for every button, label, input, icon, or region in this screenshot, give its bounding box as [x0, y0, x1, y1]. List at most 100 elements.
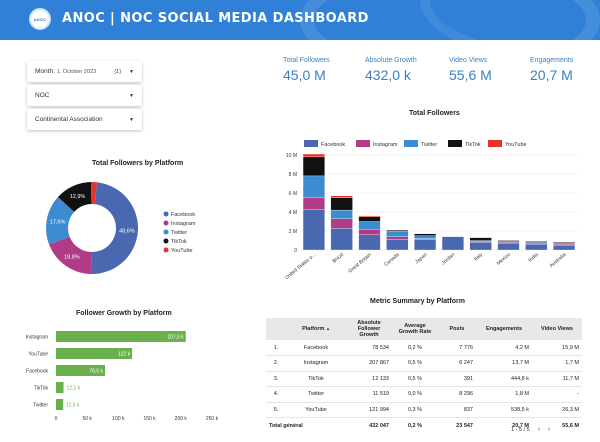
table-total-cell: 0,2 %: [407, 422, 423, 429]
legend-swatch-tiktok: [448, 140, 462, 147]
table-cell: 1,7 M: [532, 355, 582, 372]
table-cell: 2.: [266, 355, 286, 372]
bar-segment-tiktok: [553, 242, 576, 244]
month-filter[interactable]: Month: 1. October 2023 (1) ▼: [27, 61, 142, 82]
y-tick-label: 8 M: [289, 172, 297, 178]
x-tick-label: 200 k: [175, 416, 188, 422]
x-tick-label: 150 k: [143, 416, 156, 422]
y-tick-label: 0: [294, 248, 297, 254]
donut-slice-label: 18,8%: [64, 255, 80, 261]
legend-swatch-twitter: [404, 140, 418, 147]
table-row: 1. Facebook 78 534 0,2 % 7 776 4,2 M 15,9 M: [266, 340, 582, 356]
noc-filter[interactable]: NOC ▼: [27, 85, 142, 106]
table-cell: 11 519: [346, 386, 392, 403]
x-tick-label: 100 k: [112, 416, 125, 422]
bar-segment-facebook: [358, 234, 381, 251]
bar-segment-facebook: [414, 239, 437, 251]
kpi-label: Absolute Growth: [365, 57, 417, 64]
column-header-index: [266, 318, 286, 340]
column-header-absolute-growth[interactable]: Absolute Follower Growth: [346, 318, 392, 340]
legend-swatch-youtube: [488, 140, 502, 147]
kpi-total-followers: Total Followers 45,0 M: [283, 57, 330, 83]
table-cell: 4,2 M: [476, 340, 532, 356]
table-cell: 837: [438, 402, 476, 418]
table-cell: 0,2 %: [392, 340, 438, 356]
bar-segment-tiktok: [414, 233, 437, 236]
bar-segment-tiktok: [525, 241, 548, 243]
bar-segment-facebook: [553, 245, 576, 251]
table-cell: 6 247: [438, 355, 476, 372]
table-total-cell: 20,7 M: [512, 422, 529, 429]
x-tick-label: Great Britain: [347, 252, 373, 275]
followers-by-platform-donut: 48,6% 18,8% 17,6% 12,9% Facebook Instagram Twi…: [45, 182, 196, 274]
table-cell: 26,3 M: [532, 402, 582, 418]
table-total-cell: 55,6 M: [562, 422, 579, 429]
x-tick-label: Canada: [383, 252, 400, 268]
table-header-row: Platform ▲ Absolute Follower Growth Aver…: [266, 318, 582, 340]
table-cell: 207 867: [346, 355, 392, 372]
legend-label-youtube: YouTube: [505, 142, 527, 148]
header-decoration: [420, 0, 600, 40]
y-category-label: TikTok: [34, 386, 49, 392]
continental-filter-label: Continental Association: [35, 116, 103, 123]
table-total-row: Total général 432 047 0,2 % 23 547 20,7 M 55,…: [266, 418, 582, 434]
chevron-left-icon[interactable]: ‹: [537, 426, 540, 433]
growth-bar-twitter: [56, 399, 64, 410]
bar-segment-tiktok: [302, 156, 325, 177]
total-followers-stacked-bar-chart: Facebook Instagram Twitter TikTok YouTube 0 2 …: [284, 140, 578, 281]
legend-label-twitter: Twitter: [171, 230, 187, 236]
donut-slice-facebook: [90, 182, 139, 274]
table-cell: 4.: [266, 386, 286, 403]
anoc-logo-icon: ANOC: [29, 8, 51, 30]
legend-label-instagram: Instagram: [171, 221, 196, 227]
legend-swatch-youtube: [163, 247, 169, 253]
table-cell: 12 133: [346, 371, 392, 387]
table-cell: Twitter: [286, 386, 346, 403]
kpi-value: 20,7 M: [530, 67, 573, 83]
table-cell: 3.: [266, 371, 286, 387]
growth-bar-tiktok: [56, 382, 64, 393]
donut-slice-instagram: [49, 236, 92, 274]
bar-segment-tiktok: [386, 229, 409, 232]
column-header-video-views[interactable]: Video Views: [532, 318, 582, 340]
chevron-right-icon[interactable]: ›: [548, 426, 551, 433]
x-tick-label: 250 k: [206, 416, 219, 422]
metric-summary-table: Platform ▲ Absolute Follower Growth Aver…: [266, 318, 582, 433]
bar-segment-instagram: [302, 197, 325, 210]
column-header-posts[interactable]: Posts: [438, 318, 476, 340]
kpi-label: Video Views: [449, 57, 488, 64]
bar-segment-twitter: [330, 209, 353, 219]
kpi-value: 55,6 M: [449, 67, 492, 83]
table-cell: 444,8 k: [476, 371, 532, 387]
legend-swatch-twitter: [163, 229, 169, 235]
bar-segment-facebook: [330, 228, 353, 251]
table-cell: 1,8 M: [476, 386, 532, 403]
column-header-engagements[interactable]: Engagements: [476, 318, 532, 340]
column-header-platform[interactable]: Platform ▲: [286, 318, 346, 340]
donut-slice-label: 48,6%: [119, 228, 135, 234]
x-tick-label: Mexico: [496, 252, 512, 267]
kpi-video-views: Video Views 55,6 M: [449, 57, 492, 83]
column-header-average-growth-rate[interactable]: Average Growth Rate: [392, 318, 438, 340]
legend-label-instagram: Instagram: [373, 142, 398, 148]
y-category-label: Instagram: [26, 335, 48, 341]
legend-swatch-tiktok: [163, 238, 169, 244]
table-cell: Facebook: [286, 340, 346, 356]
table-cell: 78 534: [346, 340, 392, 356]
table-cell: 121 994: [346, 402, 392, 418]
kpi-engagements: Engagements 20,7 M: [530, 57, 573, 83]
continental-association-filter[interactable]: Continental Association ▼: [27, 109, 142, 130]
x-tick-label: Italy: [473, 252, 484, 263]
legend-swatch-instagram: [163, 220, 169, 226]
table-total-cell: Total général: [269, 422, 303, 429]
x-tick-label: Brazil: [332, 252, 345, 265]
page-title: ANOC | NOC SOCIAL MEDIA DASHBOARD: [62, 11, 369, 26]
bar-segment-facebook: [441, 236, 464, 251]
table-title: Metric Summary by Platform: [370, 298, 465, 305]
bar-segment-twitter: [358, 221, 381, 230]
table-cell: 538,5 k: [476, 402, 532, 418]
donut-slice-twitter: [45, 197, 75, 245]
legend-label-facebook: Facebook: [321, 142, 345, 148]
donut-slice-label: 17,6%: [50, 220, 66, 226]
chevron-down-icon: ▼: [129, 116, 134, 123]
